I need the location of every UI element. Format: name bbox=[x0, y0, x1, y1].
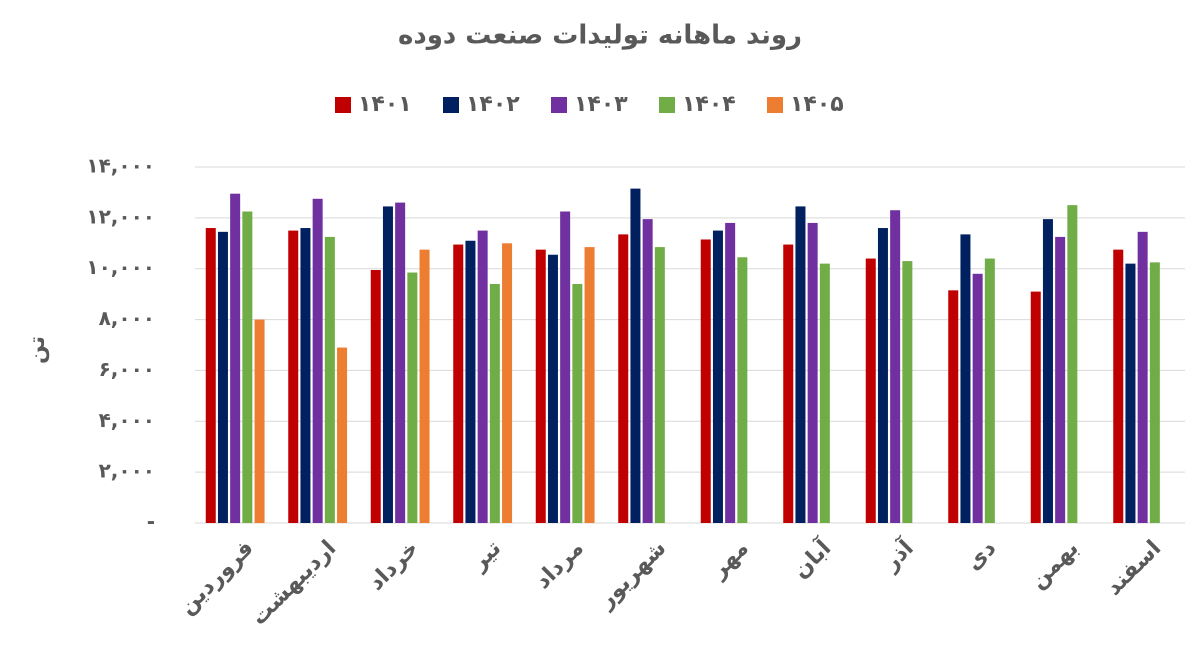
bar bbox=[288, 230, 299, 524]
legend-swatch bbox=[659, 97, 675, 113]
y-tick-label: - bbox=[147, 510, 155, 534]
bar bbox=[902, 261, 913, 523]
legend-label: ۱۴۰۲ bbox=[466, 92, 520, 117]
bar bbox=[502, 243, 513, 524]
y-tick-label: ۱۴,۰۰۰ bbox=[86, 154, 155, 178]
bar bbox=[337, 347, 348, 523]
bar bbox=[300, 228, 311, 523]
bar bbox=[807, 222, 818, 523]
bar bbox=[242, 211, 253, 523]
bar bbox=[948, 290, 959, 523]
bar bbox=[654, 247, 665, 523]
x-tick-label: اسفند bbox=[1101, 536, 1166, 601]
bar bbox=[584, 247, 595, 523]
bar bbox=[407, 272, 418, 523]
bar bbox=[254, 319, 265, 523]
bar bbox=[1030, 291, 1041, 523]
legend-swatch bbox=[335, 97, 351, 113]
chart-title: روند ماهانه تولیدات صنعت دوده bbox=[398, 21, 802, 51]
legend-swatch bbox=[551, 97, 567, 113]
bar bbox=[890, 210, 901, 523]
bar bbox=[1113, 249, 1124, 523]
x-tick-label: بهمن bbox=[1026, 536, 1084, 594]
x-tick-label: فروردین bbox=[175, 536, 259, 620]
y-tick-label: ۸,۰۰۰ bbox=[99, 306, 155, 330]
bar bbox=[465, 240, 476, 523]
y-tick-label: ۴,۰۰۰ bbox=[99, 408, 155, 432]
y-tick-label: ۱۲,۰۰۰ bbox=[86, 204, 155, 228]
bar bbox=[972, 273, 983, 523]
bar bbox=[370, 269, 381, 523]
bar bbox=[560, 211, 571, 523]
x-tick-label: آذر bbox=[876, 533, 919, 576]
bar bbox=[618, 234, 629, 523]
x-tick-label: آبان bbox=[786, 533, 836, 583]
x-tick-label: شهریور bbox=[593, 536, 671, 614]
bar bbox=[1042, 219, 1053, 523]
x-tick-label: خرداد bbox=[364, 536, 424, 596]
legend-swatch bbox=[443, 97, 459, 113]
bar bbox=[489, 283, 500, 523]
y-tick-label: ۶,۰۰۰ bbox=[99, 357, 155, 381]
bar bbox=[1125, 263, 1136, 523]
x-tick-label: تیر bbox=[466, 536, 506, 576]
bar bbox=[547, 254, 558, 523]
bar bbox=[712, 230, 723, 524]
x-tick-label: دی bbox=[961, 536, 1001, 576]
y-axis-label: تن bbox=[25, 336, 50, 364]
bar bbox=[960, 234, 971, 523]
bar bbox=[453, 244, 464, 524]
x-tick-label: مهر bbox=[706, 536, 754, 584]
bar bbox=[312, 198, 323, 524]
y-tick-label: ۱۰,۰۰۰ bbox=[86, 255, 155, 279]
bar bbox=[324, 236, 335, 523]
legend-label: ۱۴۰۳ bbox=[574, 92, 628, 117]
bar bbox=[1067, 205, 1078, 523]
legend-swatch bbox=[767, 97, 783, 113]
x-tick-label: اردیبهشت bbox=[247, 536, 342, 631]
bar bbox=[700, 239, 711, 523]
bar bbox=[217, 231, 228, 524]
bar bbox=[1149, 262, 1160, 523]
bar bbox=[535, 249, 546, 523]
bar bbox=[984, 258, 995, 523]
legend-label: ۱۴۰۴ bbox=[682, 92, 736, 117]
bar bbox=[395, 202, 406, 523]
bar bbox=[819, 263, 830, 523]
bar bbox=[382, 206, 393, 523]
x-tick-label: مرداد bbox=[530, 536, 588, 594]
legend-label: ۱۴۰۵ bbox=[790, 92, 844, 117]
bar bbox=[230, 193, 241, 523]
bar bbox=[725, 222, 736, 523]
bar bbox=[783, 244, 794, 524]
bar bbox=[630, 188, 641, 523]
bar bbox=[737, 257, 748, 523]
legend-label: ۱۴۰۱ bbox=[358, 92, 412, 117]
bar bbox=[1137, 231, 1148, 524]
bar bbox=[642, 219, 653, 523]
bar bbox=[1055, 236, 1066, 523]
y-tick-label: ۲,۰۰۰ bbox=[99, 459, 155, 483]
bar bbox=[419, 249, 430, 523]
bar bbox=[205, 228, 216, 523]
bar bbox=[795, 206, 806, 523]
bar bbox=[477, 230, 488, 524]
bar bbox=[877, 228, 888, 523]
bar bbox=[572, 283, 583, 523]
bar bbox=[865, 258, 876, 523]
